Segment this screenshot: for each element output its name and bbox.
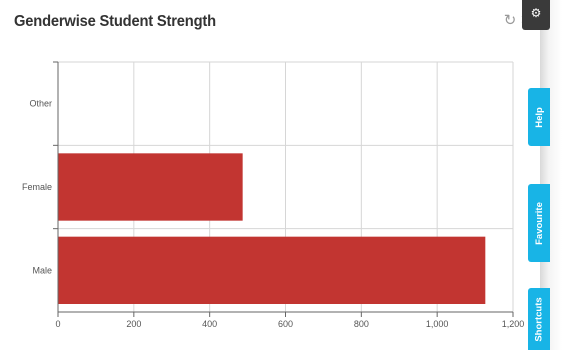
favourite-tab-label: Favourite	[533, 201, 545, 245]
x-tick-label: 200	[126, 319, 141, 329]
side-panel-edge	[540, 0, 562, 350]
shortcuts-tab-label: Shortcuts	[533, 296, 545, 342]
bar-male	[58, 236, 486, 304]
x-tick-label: 800	[354, 319, 369, 329]
shortcuts-tab[interactable]: Shortcuts	[528, 288, 550, 350]
help-tab-label: Help	[533, 106, 545, 128]
widget-card: Genderwise Student Strength ↻ ✕ 02004006…	[14, 12, 531, 329]
favourite-tab[interactable]: Favourite	[528, 184, 550, 262]
gear-icon[interactable]: ⚙	[522, 0, 550, 30]
x-tick-label: 600	[278, 319, 293, 329]
bar-female	[58, 153, 243, 221]
x-tick-label: 1,200	[502, 319, 525, 329]
x-tick-label: 0	[55, 319, 60, 329]
bar-chart: 0 200 400 600 800 1,000 1,200 Other Female Male	[22, 61, 525, 329]
widget-title: Genderwise Student Strength	[14, 13, 216, 30]
refresh-icon[interactable]: ↻	[503, 12, 517, 29]
y-tick-label: Female	[22, 182, 52, 192]
x-tick-label: 1,000	[426, 319, 449, 329]
x-tick-label: 400	[202, 319, 217, 329]
y-tick-label: Male	[32, 265, 52, 275]
help-tab[interactable]: Help	[528, 88, 550, 146]
y-tick-label: Other	[29, 99, 52, 109]
